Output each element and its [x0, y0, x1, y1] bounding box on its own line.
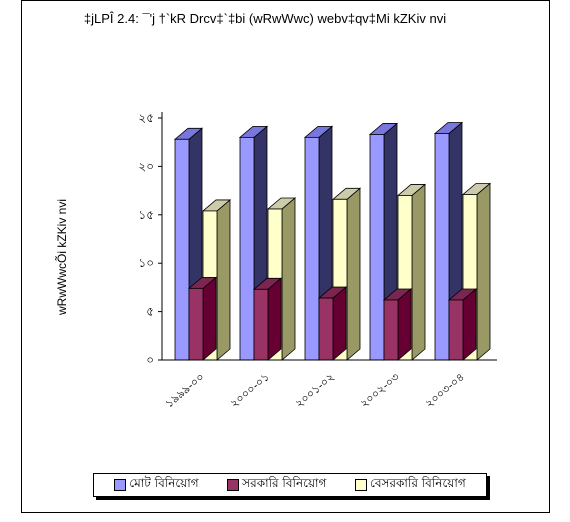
x-tick-label: ২০০০-০১: [228, 370, 272, 410]
legend-item-total: মোট বিনিয়োগ: [114, 475, 199, 495]
x-tick-label: ১৯৯৯-০০: [163, 370, 207, 410]
bar: [304, 136, 320, 361]
bar: [318, 297, 334, 361]
y-tick-label: ১৫: [138, 208, 154, 222]
bar-side: [202, 276, 217, 361]
bar-side: [281, 197, 296, 361]
bar-side: [332, 286, 347, 361]
legend-item-public: সরকারি বিনিয়োগ: [227, 475, 326, 495]
bar: [239, 136, 255, 361]
x-tick-label: ২০০১-০২: [293, 370, 337, 410]
y-tick-label: ২০: [138, 159, 154, 173]
legend-swatch-public: [227, 479, 240, 491]
bar-side: [346, 187, 361, 361]
bar: [188, 287, 204, 361]
legend-item-private: বেসরকারি বিনিয়োগ: [354, 475, 466, 495]
legend-swatch-total: [114, 479, 127, 491]
bar-side: [397, 288, 412, 361]
legend-label-public: সরকারি বিনিয়োগ: [242, 476, 327, 490]
legend-label-total: মোট বিনিয়োগ: [129, 476, 199, 490]
bar-side: [476, 182, 491, 361]
y-tick-label: ১০: [138, 256, 154, 270]
y-tick-label: ২৫: [138, 111, 154, 125]
bar-side: [267, 277, 282, 361]
bar: [174, 138, 190, 361]
chart-title: ‡jLPÎ 2.4: ¯'j †`kR Drcv‡`‡bi (wRwWwc) w…: [83, 11, 447, 26]
x-tick-label: ২০০২-০৩: [358, 370, 402, 410]
bar: [383, 299, 399, 361]
bar-side: [411, 183, 426, 361]
bar: [253, 288, 269, 361]
legend: মোট বিনিয়োগ সরকারি বিনিয়োগ বেসরকারি বি…: [93, 473, 487, 497]
legend-label-private: বেসরকারি বিনিয়োগ: [369, 476, 466, 490]
bar-side: [216, 199, 231, 361]
bar: [369, 134, 385, 361]
bar: [434, 133, 450, 361]
x-tick-label: ২০০৩-০৪: [423, 370, 467, 410]
y-tick-label: ৫: [146, 305, 154, 319]
bar-side: [462, 288, 477, 361]
y-tick-label: ০: [146, 353, 154, 367]
chart-plot: ০ ৫ ১০ ১৫ ২০ ২৫ ১৯৯৯-০০ ২০০০-০১ ২০০১-০২ ২০০২-০৩ ২০…: [138, 111, 497, 410]
legend-swatch-private: [354, 479, 367, 491]
bar: [448, 299, 464, 361]
